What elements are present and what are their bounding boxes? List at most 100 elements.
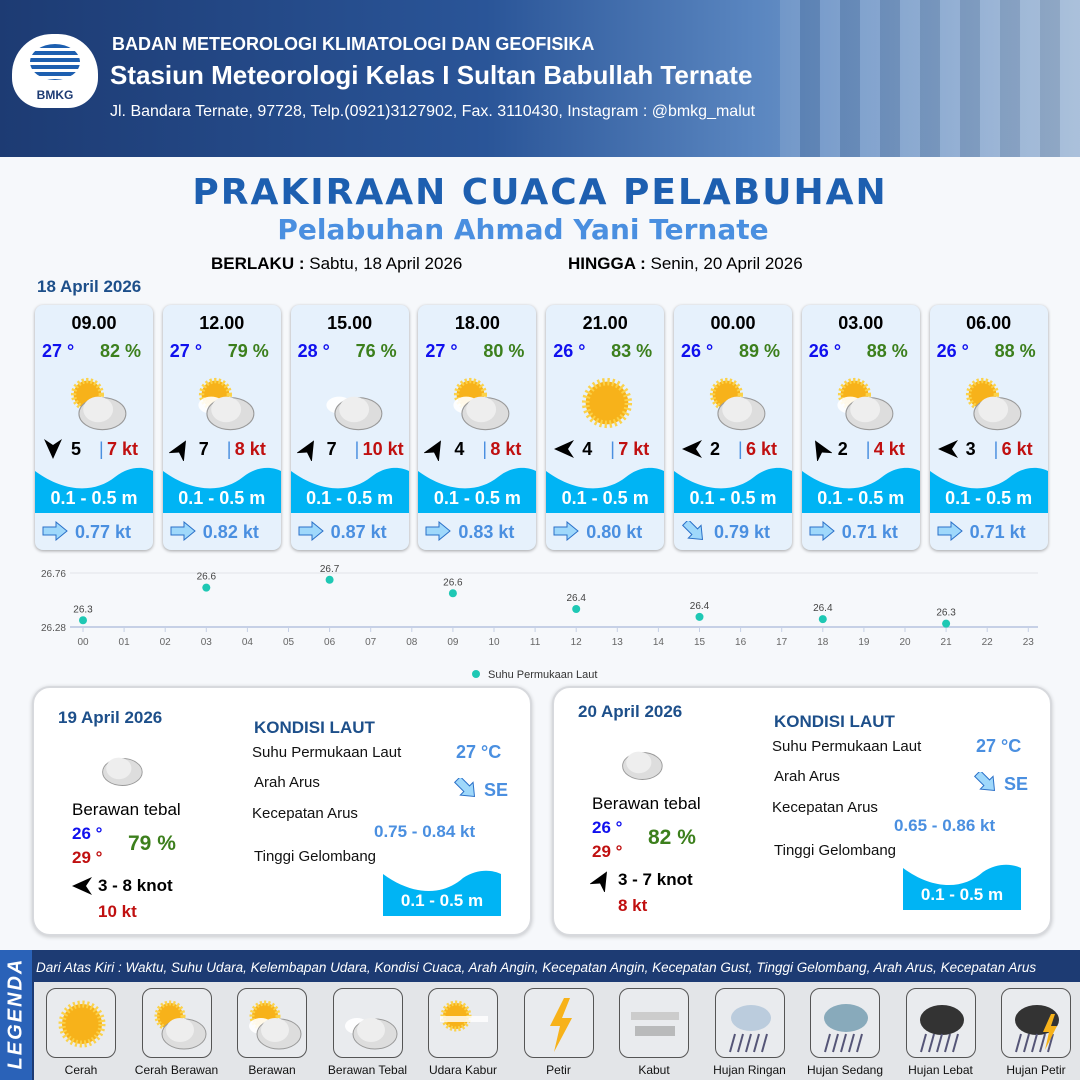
- air-temperature: 26 °: [553, 341, 586, 361]
- station-address: Jl. Bandara Ternate, 97728, Telp.(0921)3…: [110, 103, 756, 120]
- berawan-icon: [831, 371, 895, 431]
- forecast-card: 03.00 26 ° 88 % 2 | 4 kt 0.1 - 0.5 m 0.71…: [801, 305, 920, 550]
- valid-to: HINGGA : Senin, 20 April 2026: [568, 254, 803, 273]
- station-name: Stasiun Meteorologi Kelas I Sultan Babul…: [110, 60, 753, 90]
- forecast-time: 15.00: [327, 313, 373, 333]
- x-tick-label: 02: [160, 637, 172, 648]
- air-temperature: 26 °: [808, 341, 842, 361]
- current-row: 0.79 kt: [680, 520, 790, 544]
- current-direction: SE: [484, 780, 509, 800]
- x-tick-label: 16: [735, 637, 747, 648]
- wave-height-label: Tinggi Gelombang: [774, 842, 897, 859]
- legend-item-label: Berawan: [248, 1063, 296, 1077]
- agency-name: BADAN METEOROLOGI KLIMATOLOGI DAN GEOFIS…: [112, 34, 595, 54]
- humidity: 89 %: [738, 341, 780, 361]
- petir-icon: [523, 988, 594, 1058]
- divider: |: [482, 439, 488, 459]
- wind-row: 7 | 8 kt: [168, 437, 279, 461]
- cerah-icon: [46, 988, 116, 1058]
- wind-row: 7 | 10 kt: [296, 437, 407, 461]
- berawan-tebal-icon: [610, 730, 664, 789]
- wave-height: 0.1 - 0.5 m: [50, 488, 138, 508]
- current-speed: 0.82 kt: [202, 522, 259, 542]
- data-label: 26.6: [197, 572, 217, 583]
- current-direction: SE: [1004, 774, 1029, 794]
- berawan-tebal-icon: [90, 736, 144, 795]
- berawan-icon: [237, 988, 307, 1058]
- wind-speed-range: 3 - 8 knot: [98, 876, 173, 895]
- kabut-icon: [619, 988, 689, 1058]
- summary-date: 20 April 2026: [578, 702, 683, 721]
- kondisi-laut-title: KONDISI LAUT: [774, 712, 895, 731]
- legend-item-label: Hujan Lebat: [908, 1063, 973, 1077]
- x-tick-label: 17: [776, 637, 788, 648]
- air-temperature: 27 °: [169, 341, 203, 361]
- gust-speed: 6 kt: [1001, 439, 1033, 459]
- current-speed-range: 0.65 - 0.86 kt: [894, 816, 996, 835]
- wave-height: 0.1 - 0.5 m: [920, 885, 1004, 904]
- legend: LEGENDA Dari Atas Kiri : Waktu, Suhu Uda…: [0, 950, 1080, 1080]
- kondisi-laut-title: KONDISI LAUT: [254, 718, 375, 737]
- current-row: 0.71 kt: [936, 520, 1046, 544]
- sst-value: 27 °C: [456, 742, 502, 762]
- legend-item-label: Hujan Ringan: [713, 1063, 786, 1077]
- x-tick-label: 08: [406, 637, 418, 648]
- current-speed: 0.77 kt: [75, 522, 132, 542]
- wind-row: 3 | 6 kt: [936, 437, 1046, 461]
- legend-item-label: Hujan Petir: [1006, 1063, 1066, 1077]
- gust-speed: 8 kt: [618, 896, 648, 915]
- air-temperature: 27 °: [425, 341, 458, 361]
- current-direction-icon: [452, 775, 480, 803]
- legend-description: Dari Atas Kiri : Waktu, Suhu Udara, Kele…: [36, 960, 1037, 975]
- humidity: 82 %: [99, 341, 141, 361]
- x-tick-label: 18: [817, 637, 829, 648]
- hujan-lebat-icon: [905, 988, 976, 1058]
- current-row: 0.77 kt: [41, 520, 151, 544]
- forecast-time: 18.00: [454, 313, 500, 333]
- humidity: 79 %: [227, 341, 269, 361]
- y-tick-label: 26.28: [41, 623, 66, 634]
- x-tick-label: 22: [982, 637, 994, 648]
- wave-icon: [546, 467, 665, 513]
- current-speed: 0.71 kt: [841, 522, 898, 542]
- wave-height: 0.1 - 0.5 m: [433, 488, 521, 508]
- gust-speed: 6 kt: [746, 439, 778, 459]
- weather-description: Berawan tebal: [72, 800, 181, 819]
- humidity: 83 %: [611, 341, 653, 361]
- x-tick-label: 14: [653, 637, 665, 648]
- data-label: 26.3: [936, 608, 956, 619]
- data-point: [695, 612, 704, 621]
- data-label: 26.7: [320, 564, 340, 575]
- temp-min: 26 °: [72, 824, 103, 843]
- data-label: 26.4: [813, 603, 833, 614]
- wave-icon: [290, 467, 409, 513]
- wave-icon: [35, 467, 153, 513]
- forecast-card: 12.00 27 ° 79 % 7 | 8 kt 0.1 - 0.5 m 0.82…: [162, 305, 281, 550]
- x-tick-label: 05: [283, 637, 295, 648]
- data-point: [448, 589, 457, 598]
- daily-summary-card: 19 April 2026 Berawan tebal 26 ° 29 ° 79…: [32, 686, 532, 936]
- current-speed: 0.80 kt: [586, 522, 643, 542]
- current-row: 0.82 kt: [169, 520, 279, 544]
- berawan-icon: [192, 371, 256, 431]
- bmkg-logo: BMKG: [12, 34, 98, 108]
- wind-row: 4 | 7 kt: [552, 437, 662, 461]
- cerah-berawan-icon: [959, 371, 1023, 431]
- x-tick-label: 19: [858, 637, 870, 648]
- wave-height: 0.1 - 0.5 m: [817, 488, 905, 508]
- page-title: PRAKIRAAN CUACA PELABUHAN: [192, 172, 888, 213]
- hujan-ringan-icon: [714, 988, 785, 1058]
- x-tick-label: 13: [612, 637, 624, 648]
- wind-direction-icon: [70, 874, 94, 903]
- forecast-time: 09.00: [71, 313, 117, 333]
- x-tick-label: 23: [1023, 637, 1035, 648]
- wave-height: 0.1 - 0.5 m: [178, 488, 266, 508]
- x-tick-label: 10: [488, 637, 500, 648]
- gust-speed: 10 kt: [362, 439, 404, 459]
- wind-row: 2 | 6 kt: [680, 437, 790, 461]
- air-temperature: 26 °: [936, 341, 969, 361]
- air-temperature: 26 °: [681, 341, 714, 361]
- legend-item-label: Kabut: [638, 1063, 670, 1077]
- data-point: [818, 615, 827, 624]
- wave-height: 0.1 - 0.5 m: [689, 488, 777, 508]
